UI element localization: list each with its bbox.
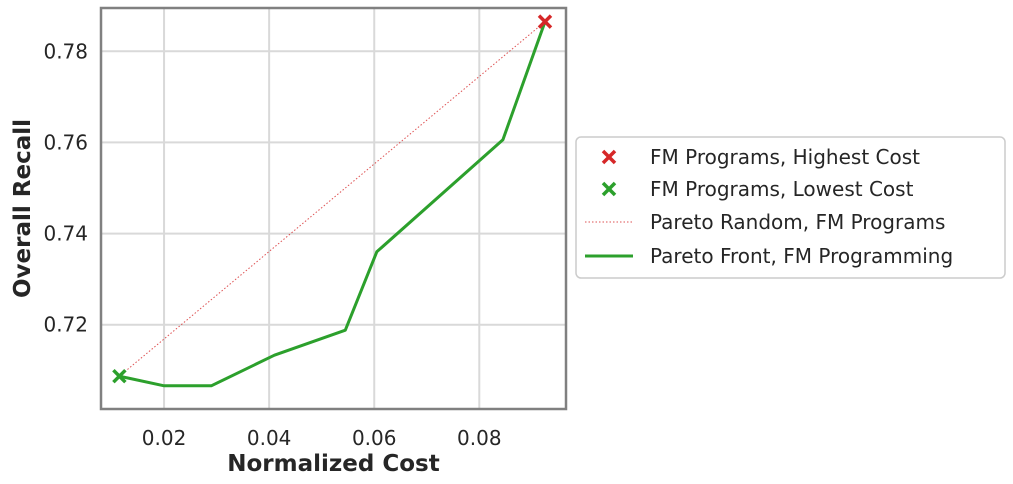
x-tick-label: 0.04 <box>247 426 292 450</box>
legend-label: FM Programs, Lowest Cost <box>650 177 914 201</box>
legend-label: FM Programs, Highest Cost <box>650 145 920 169</box>
x-tick-label: 0.06 <box>352 426 397 450</box>
marker-point <box>112 368 127 384</box>
x-tick-label: 0.02 <box>142 426 187 450</box>
marker-point <box>537 14 553 29</box>
y-tick-label: 0.74 <box>43 222 88 246</box>
legend-marker <box>601 149 617 165</box>
x-axis-ticks: 0.02 0.04 0.06 0.08 <box>142 426 502 450</box>
legend-box <box>575 136 1006 279</box>
series-line <box>119 21 547 388</box>
y-tick-label: 0.72 <box>43 313 88 337</box>
y-tick-label: 0.76 <box>43 130 88 154</box>
y-axis-label: Overall Recall <box>10 119 36 298</box>
x-axis-label: Normalized Cost <box>227 451 439 477</box>
grid <box>101 8 566 409</box>
x-tick-label: 0.08 <box>457 426 502 450</box>
y-axis-ticks: 0.72 0.74 0.76 0.78 <box>43 39 88 336</box>
legend-label: Pareto Random, FM Programs <box>650 210 945 234</box>
series-dotted-line <box>119 21 546 377</box>
plot-frame <box>99 6 568 411</box>
legend: FM Programs, Highest Cost FM Programs, Lo… <box>575 136 1006 279</box>
legend-label: Pareto Front, FM Programming <box>650 244 953 268</box>
legend-marker <box>601 181 617 197</box>
y-tick-label: 0.78 <box>43 39 88 63</box>
plot-area <box>112 14 553 388</box>
